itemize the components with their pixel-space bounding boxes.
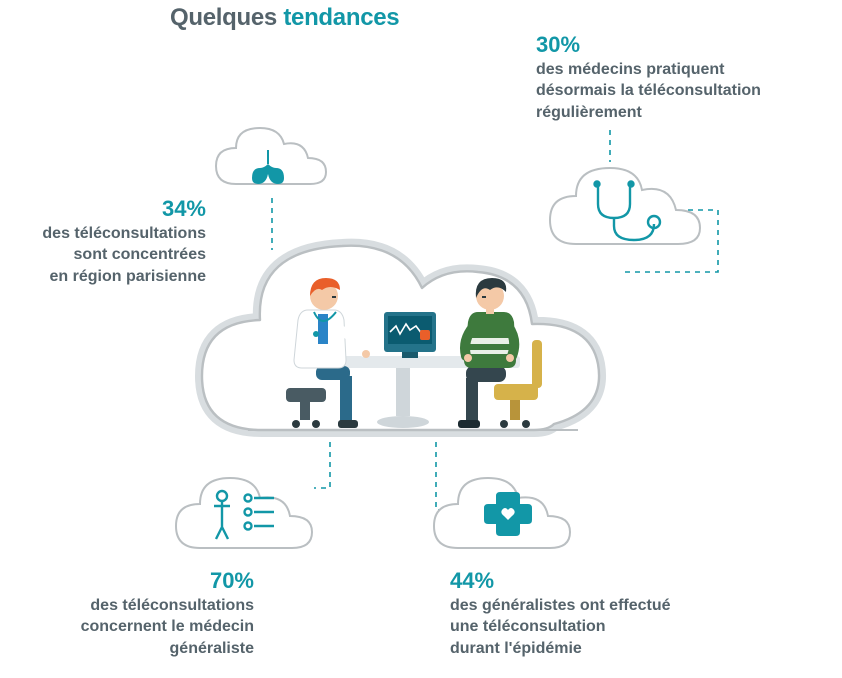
stat-44-pct: 44% [450, 568, 720, 593]
stat-70-pct: 70% [46, 568, 254, 593]
person-list-icon [214, 491, 274, 539]
lungs-icon [252, 150, 284, 184]
central-cloud [202, 246, 599, 430]
cloud-stethoscope [550, 168, 700, 244]
stat-30: 30% des médecins pratiquentdésormais la … [536, 32, 822, 123]
stat-44: 44% des généralistes ont effectuéune tél… [450, 568, 720, 659]
cloud-lungs [216, 128, 326, 184]
title-highlight: tendances [283, 4, 399, 31]
stat-30-desc: des médecins pratiquentdésormais la télé… [536, 59, 822, 122]
patient-illustration [458, 278, 542, 428]
medical-cross-icon [484, 492, 532, 536]
desk [300, 356, 520, 428]
connectors [272, 130, 718, 510]
stat-44-desc: des généralistes ont effectuéune télécon… [450, 595, 720, 658]
monitor-icon [384, 312, 436, 358]
stat-34-pct: 34% [0, 196, 206, 221]
stat-70: 70% des téléconsultationsconcernent le m… [46, 568, 254, 659]
stat-30-pct: 30% [536, 32, 822, 57]
stat-34: 34% des téléconsultationssont concentrée… [0, 196, 206, 287]
stethoscope-icon [595, 182, 661, 241]
cloud-person-list [176, 478, 312, 548]
title-prefix: Quelques [170, 4, 283, 31]
stat-70-desc: des téléconsultationsconcernent le médec… [46, 595, 254, 658]
page-title: Quelques tendances [170, 4, 399, 32]
doctor-illustration [286, 278, 370, 428]
cloud-medical-cross [434, 478, 570, 548]
stat-34-desc: des téléconsultationssont concentréesen … [0, 223, 206, 286]
